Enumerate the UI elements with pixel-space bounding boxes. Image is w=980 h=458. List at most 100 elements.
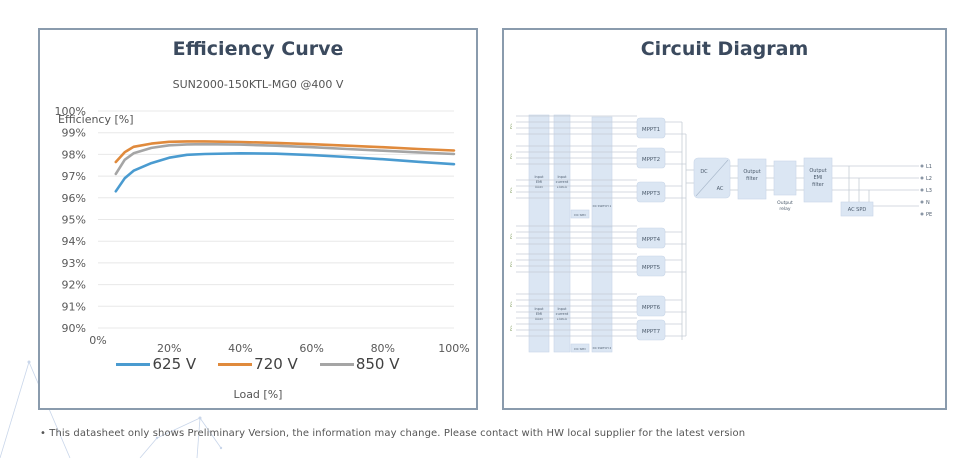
output-filter-label: filter — [746, 176, 759, 182]
y-tick-label: 91% — [62, 300, 86, 313]
efficiency-curve-title: Efficiency Curve — [172, 38, 344, 60]
circuit-diagram: InputEMIfilterInputEMIfilterInputcurrent… — [509, 114, 932, 353]
mppt-label: MPPT1 — [642, 127, 660, 133]
y-tick-label: 100% — [55, 105, 86, 118]
terminal-n — [920, 200, 924, 204]
dc-spd-label: DC SPD — [574, 347, 586, 351]
footnote-text: This datasheet only shows Preliminary Ve… — [49, 428, 746, 439]
series-line-720v — [114, 140, 456, 164]
legend-item-625v: 625 V — [116, 355, 196, 373]
input-current-label: current — [556, 180, 569, 184]
string-label: PV+ — [509, 152, 513, 159]
string-label: PV+ — [509, 324, 513, 331]
legend-swatch-850v — [319, 362, 354, 366]
string-label: PV+ — [509, 300, 513, 307]
output-filter-label: Output — [743, 169, 760, 175]
output-relay-block — [773, 160, 797, 196]
output-emi-label: filter — [812, 182, 825, 188]
x-axis-label: Load [%] — [233, 388, 283, 401]
x-tick-label: 60% — [299, 342, 323, 355]
circuit-diagram-title: Circuit Diagram — [640, 38, 809, 60]
y-tick-label: 90% — [62, 322, 86, 335]
legend-label: 625 V — [152, 355, 197, 373]
mppt-label: MPPT6 — [642, 305, 661, 311]
input-emi-label: filter — [535, 185, 544, 189]
input-emi-label: filter — [535, 317, 544, 321]
y-tick-label: 94% — [62, 235, 86, 248]
mppt-label: MPPT4 — [642, 237, 661, 243]
y-tick-label: 96% — [62, 192, 86, 205]
input-emi-label: EMI — [536, 312, 542, 316]
dc-label: DC — [700, 169, 708, 175]
output-label-n: N — [926, 200, 930, 206]
input-emi-filter-block — [528, 114, 550, 353]
efficiency-curve-panel: Efficiency Curve SUN2000-150KTL-MG0 @400… — [38, 28, 478, 410]
input-emi-label: EMI — [536, 180, 542, 184]
legend-label: 850 V — [355, 355, 400, 373]
dc-switch-1-label: DC SWITCH 1 — [593, 204, 612, 208]
y-tick-label: 99% — [62, 127, 86, 140]
input-current-check-block — [553, 114, 571, 353]
chart-subtitle: SUN2000-150KTL-MG0 @400 V — [172, 78, 344, 91]
legend-swatch-625v — [116, 362, 151, 366]
ac-spd-label: AC SPD — [848, 207, 867, 213]
output-filter-block — [737, 158, 767, 200]
output-relay-label: Output — [777, 200, 793, 206]
string-label: PV+ — [509, 260, 513, 267]
input-emi-label: Input — [534, 307, 544, 311]
output-label-l3: L3 — [926, 188, 932, 194]
x-tick-label: 40% — [228, 342, 252, 355]
mppt-label: MPPT7 — [642, 329, 661, 335]
x-tick-label: 80% — [371, 342, 395, 355]
input-current-label: check — [557, 317, 568, 321]
input-current-label: Input — [557, 307, 567, 311]
input-current-label: current — [556, 312, 569, 316]
mppt-label: MPPT5 — [642, 265, 661, 271]
output-label-pe: PE — [926, 212, 932, 218]
x-tick-label: 100% — [438, 342, 469, 355]
terminal-l2 — [920, 176, 924, 180]
series-line-625v — [114, 152, 456, 193]
x-tick-label: 0% — [89, 334, 106, 347]
terminal-l1 — [920, 164, 924, 168]
string-label: PV+ — [509, 122, 513, 129]
legend-swatch-720v — [218, 362, 253, 366]
input-current-label: check — [557, 185, 568, 189]
ac-label: AC — [717, 186, 724, 192]
y-tick-label: 92% — [62, 279, 86, 292]
legend-item-720v: 720 V — [218, 355, 298, 373]
dc-switch-1-block — [591, 116, 613, 228]
circuit-diagram-panel: Circuit Diagram Input EMI filter Input EMI fi… — [502, 28, 947, 410]
footnote-bullet: • — [40, 428, 46, 439]
efficiency-chart: 90% 91% 92% 93% 94% 95% 96% 97% 98% 99% 100% 0% 20% 4… — [55, 105, 470, 355]
y-tick-label: 95% — [62, 214, 86, 227]
legend-item-850v: 850 V — [319, 355, 400, 373]
terminal-pe — [920, 212, 924, 216]
series-line-850v — [114, 142, 456, 176]
input-current-label: Input — [557, 175, 567, 179]
dc-switch-2-block — [591, 226, 613, 353]
terminal-l3 — [920, 188, 924, 192]
dc-spd-block-1 — [570, 209, 590, 219]
output-label-l1: L1 — [926, 164, 932, 170]
input-emi-label: Input — [534, 175, 544, 179]
output-emi-filter-block — [803, 157, 833, 203]
y-tick-label: 97% — [62, 170, 86, 183]
y-axis-label: Efficiency [%] — [58, 113, 134, 126]
y-tick-label: 98% — [62, 148, 86, 161]
output-emi-label: EMI — [814, 175, 823, 181]
string-label: PV+ — [509, 186, 513, 193]
legend-label: 720 V — [254, 355, 298, 373]
dc-ac-diagonal — [695, 159, 729, 197]
dc-switch-2-label: DC SWITCH 2 — [593, 346, 612, 350]
output-relay-label: relay — [779, 206, 791, 212]
x-tick-label: 20% — [157, 342, 181, 355]
string-label: PV+ — [509, 232, 513, 239]
footnote: • This datasheet only shows Preliminary … — [40, 428, 745, 439]
mppt-label: MPPT2 — [642, 157, 660, 163]
dc-spd-label: DC SPD — [574, 213, 586, 217]
dc-spd-block-2 — [570, 343, 590, 353]
output-emi-label: Output — [809, 168, 826, 174]
y-tick-label: 93% — [62, 257, 86, 270]
mppt-label: MPPT3 — [642, 191, 661, 197]
